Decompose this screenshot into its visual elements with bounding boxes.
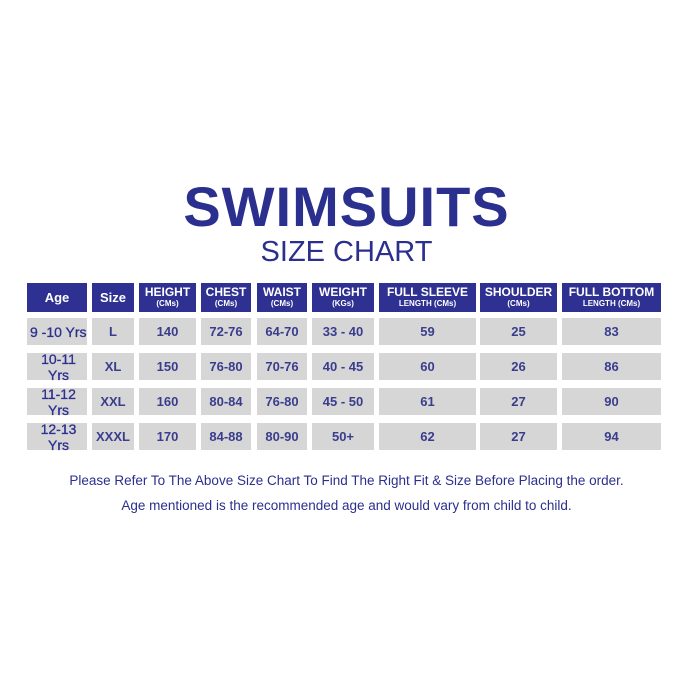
table-cell: 25 — [480, 318, 557, 345]
table-cell: 62 — [379, 423, 476, 450]
age-cell: 11-12 Yrs — [27, 385, 87, 418]
table-cell: 160 — [139, 388, 196, 415]
note-age: Age mentioned is the recommended age and… — [121, 498, 572, 513]
table-cell: 84-88 — [201, 423, 251, 450]
table-cell: 80-84 — [201, 388, 251, 415]
table-cell: 76-80 — [257, 388, 307, 415]
column-header: Age — [27, 283, 87, 312]
table-cell: 170 — [139, 423, 196, 450]
column-header: WEIGHT (KGs) — [312, 283, 374, 312]
table-cell: 70-76 — [257, 353, 307, 380]
table-cell: 80-90 — [257, 423, 307, 450]
header-label: CHEST — [205, 284, 247, 299]
header-label: SHOULDER — [484, 284, 553, 299]
table-cell: 90 — [562, 388, 661, 415]
header-label: Age — [44, 290, 70, 305]
age-cell: 10-11 Yrs — [27, 350, 87, 383]
table-cell: 26 — [480, 353, 557, 380]
header-label: HEIGHT — [144, 284, 191, 299]
header-label: Size — [99, 290, 126, 305]
table-cell: 59 — [379, 318, 476, 345]
table-cell: XXXL — [92, 423, 134, 450]
header-unit: (CMs) — [270, 298, 294, 308]
header-unit: (CMs) — [507, 298, 530, 308]
table-cell: 61 — [379, 388, 476, 415]
table-cell: 83 — [562, 318, 661, 345]
header-unit: LENGTH (CMs) — [582, 298, 641, 308]
header-label: WEIGHT — [319, 284, 367, 299]
column-header: SHOULDER (CMs) — [480, 283, 557, 312]
column-header: Size — [92, 283, 134, 312]
column-header: FULL BOTTOM LENGTH (CMs) — [562, 283, 661, 312]
header-unit: LENGTH (CMs) — [398, 298, 457, 308]
table-cell: 76-80 — [201, 353, 251, 380]
age-cell: 12-13 Yrs — [27, 420, 87, 453]
table-cell: XL — [92, 353, 134, 380]
column-header: FULL SLEEVE LENGTH (CMs) — [379, 283, 476, 312]
table-cell: 72-76 — [201, 318, 251, 345]
table-cell: 50+ — [312, 423, 374, 450]
page-subtitle: SIZE CHART — [260, 236, 433, 268]
table-cell: 86 — [562, 353, 661, 380]
table-cell: 40 - 45 — [312, 353, 374, 380]
table-cell: 45 - 50 — [312, 388, 374, 415]
header-label: WAIST — [263, 284, 301, 299]
page-title: SWIMSUITS — [183, 175, 510, 238]
table-cell: 27 — [480, 423, 557, 450]
header-unit: (CMs) — [156, 298, 179, 308]
header-unit: (KGs) — [332, 298, 354, 308]
table-cell: 94 — [562, 423, 661, 450]
table-cell: 150 — [139, 353, 196, 380]
age-cell: 9 -10 Yrs — [27, 318, 87, 345]
column-header: CHEST (CMs) — [201, 283, 251, 312]
header-label: FULL BOTTOM — [568, 284, 655, 299]
header-unit: (CMs) — [214, 298, 238, 308]
table-cell: 27 — [480, 388, 557, 415]
column-header: HEIGHT (CMs) — [139, 283, 196, 312]
table-cell: 140 — [139, 318, 196, 345]
note-fit: Please Refer To The Above Size Chart To … — [69, 473, 624, 488]
header-label: FULL SLEEVE — [386, 284, 469, 299]
table-cell: 64-70 — [257, 318, 307, 345]
column-header: WAIST (CMs) — [257, 283, 307, 312]
table-cell: XXL — [92, 388, 134, 415]
table-cell: 33 - 40 — [312, 318, 374, 345]
table-cell: 60 — [379, 353, 476, 380]
table-cell: L — [92, 318, 134, 345]
